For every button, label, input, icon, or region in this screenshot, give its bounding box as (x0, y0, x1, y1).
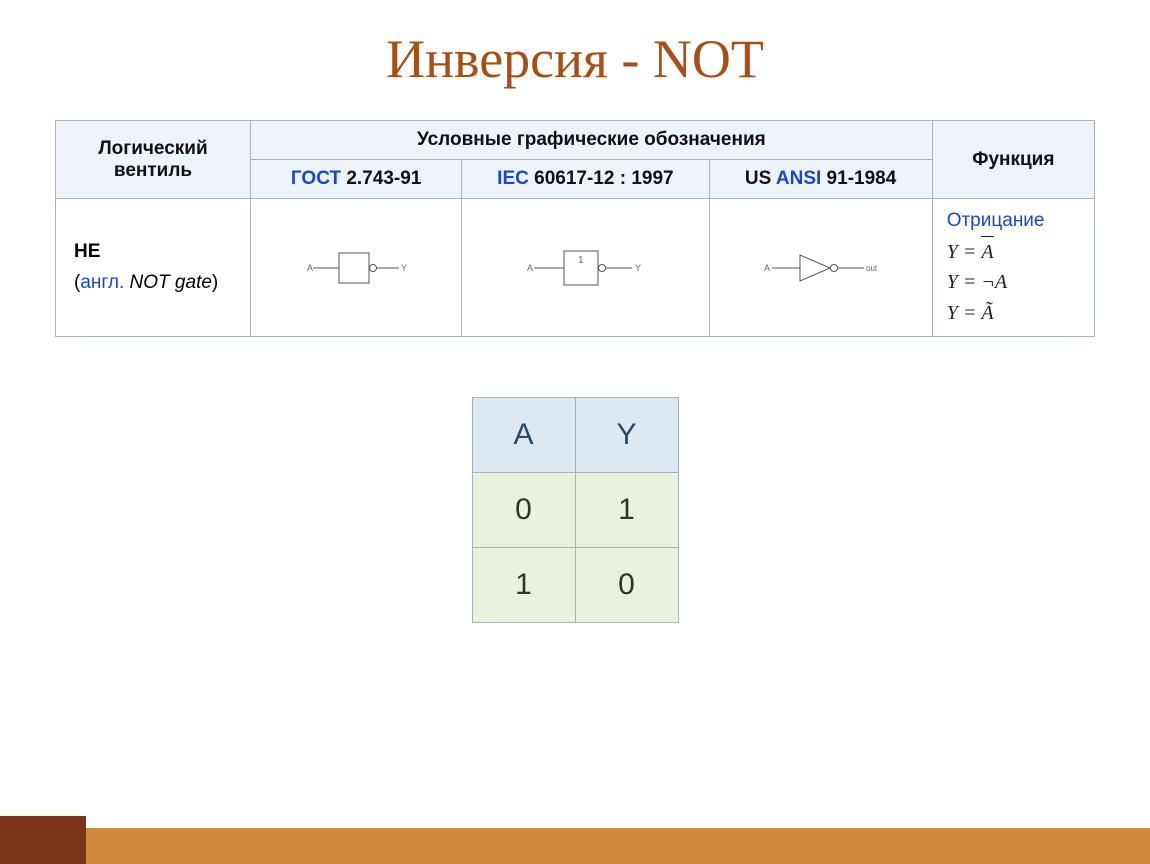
gate-name-ru: НЕ (74, 241, 100, 262)
table-row: 0 1 (472, 473, 678, 548)
gost-link[interactable]: ГОСТ (291, 168, 341, 189)
truth-head-y: Y (575, 398, 678, 473)
col-ansi: US ANSI 91-1984 (709, 160, 932, 199)
svg-text:1: 1 (578, 255, 584, 266)
gate-name-cell: НЕ (англ. NOT gate) (56, 199, 251, 337)
iec-rest: 60617-12 : 1997 (529, 168, 674, 189)
ansi-us: US (745, 168, 776, 189)
col-function: Функция (932, 121, 1094, 199)
slide: Инверсия - NOT Логический вентиль Условн… (0, 0, 1150, 864)
col-gate: Логический вентиль (56, 121, 251, 199)
truth-cell: 0 (575, 548, 678, 623)
footer-orange (0, 828, 1150, 864)
svg-text:out: out (866, 264, 878, 273)
truth-head-a: A (472, 398, 575, 473)
engl-label[interactable]: англ. (80, 272, 124, 293)
truth-cell: 1 (472, 548, 575, 623)
svg-text:Y: Y (401, 263, 407, 273)
truth-cell: 1 (575, 473, 678, 548)
gost-symbol-cell: A Y (251, 199, 462, 337)
iec-not-symbol-icon: 1 A Y (520, 243, 650, 293)
table-row: Логический вентиль Условные графические … (56, 121, 1095, 160)
ansi-link[interactable]: ANSI (776, 168, 821, 189)
gate-name-en: NOT gate (124, 272, 212, 293)
table-row: НЕ (англ. NOT gate) A Y (56, 199, 1095, 337)
svg-text:A: A (527, 263, 533, 273)
gate-notation-table: Логический вентиль Условные графические … (55, 120, 1095, 337)
slide-title: Инверсия - NOT (0, 0, 1150, 110)
table-row: A Y (472, 398, 678, 473)
truth-cell: 0 (472, 473, 575, 548)
ansi-rest: 91-1984 (821, 168, 896, 189)
formula-2: Y = ¬A (947, 271, 1007, 293)
negation-label: Отрицание (947, 210, 1045, 231)
svg-text:A: A (764, 263, 770, 273)
iec-link[interactable]: IEC (497, 168, 529, 189)
iec-symbol-cell: 1 A Y (462, 199, 709, 337)
col-gost: ГОСТ 2.743-91 (251, 160, 462, 199)
footer-brown (0, 816, 86, 864)
ansi-symbol-cell: A out (709, 199, 932, 337)
col-iec: IEC 60617-12 : 1997 (462, 160, 709, 199)
table-row: 1 0 (472, 548, 678, 623)
gost-rest: 2.743-91 (341, 168, 421, 189)
gost-not-symbol-icon: A Y (301, 243, 411, 293)
ansi-not-symbol-icon: A out (756, 243, 886, 293)
formula-1: Y = A (947, 241, 994, 263)
slide-footer-bar (0, 816, 1150, 864)
formula-3: Y = Ã (947, 302, 994, 324)
paren-close: ) (212, 272, 218, 293)
svg-text:Y: Y (635, 263, 641, 273)
col-notation: Условные графические обозначения (251, 121, 933, 160)
svg-text:A: A (307, 263, 313, 273)
function-cell: Отрицание Y = A Y = ¬A Y = Ã (932, 199, 1094, 337)
truth-table: A Y 0 1 1 0 (472, 397, 679, 623)
